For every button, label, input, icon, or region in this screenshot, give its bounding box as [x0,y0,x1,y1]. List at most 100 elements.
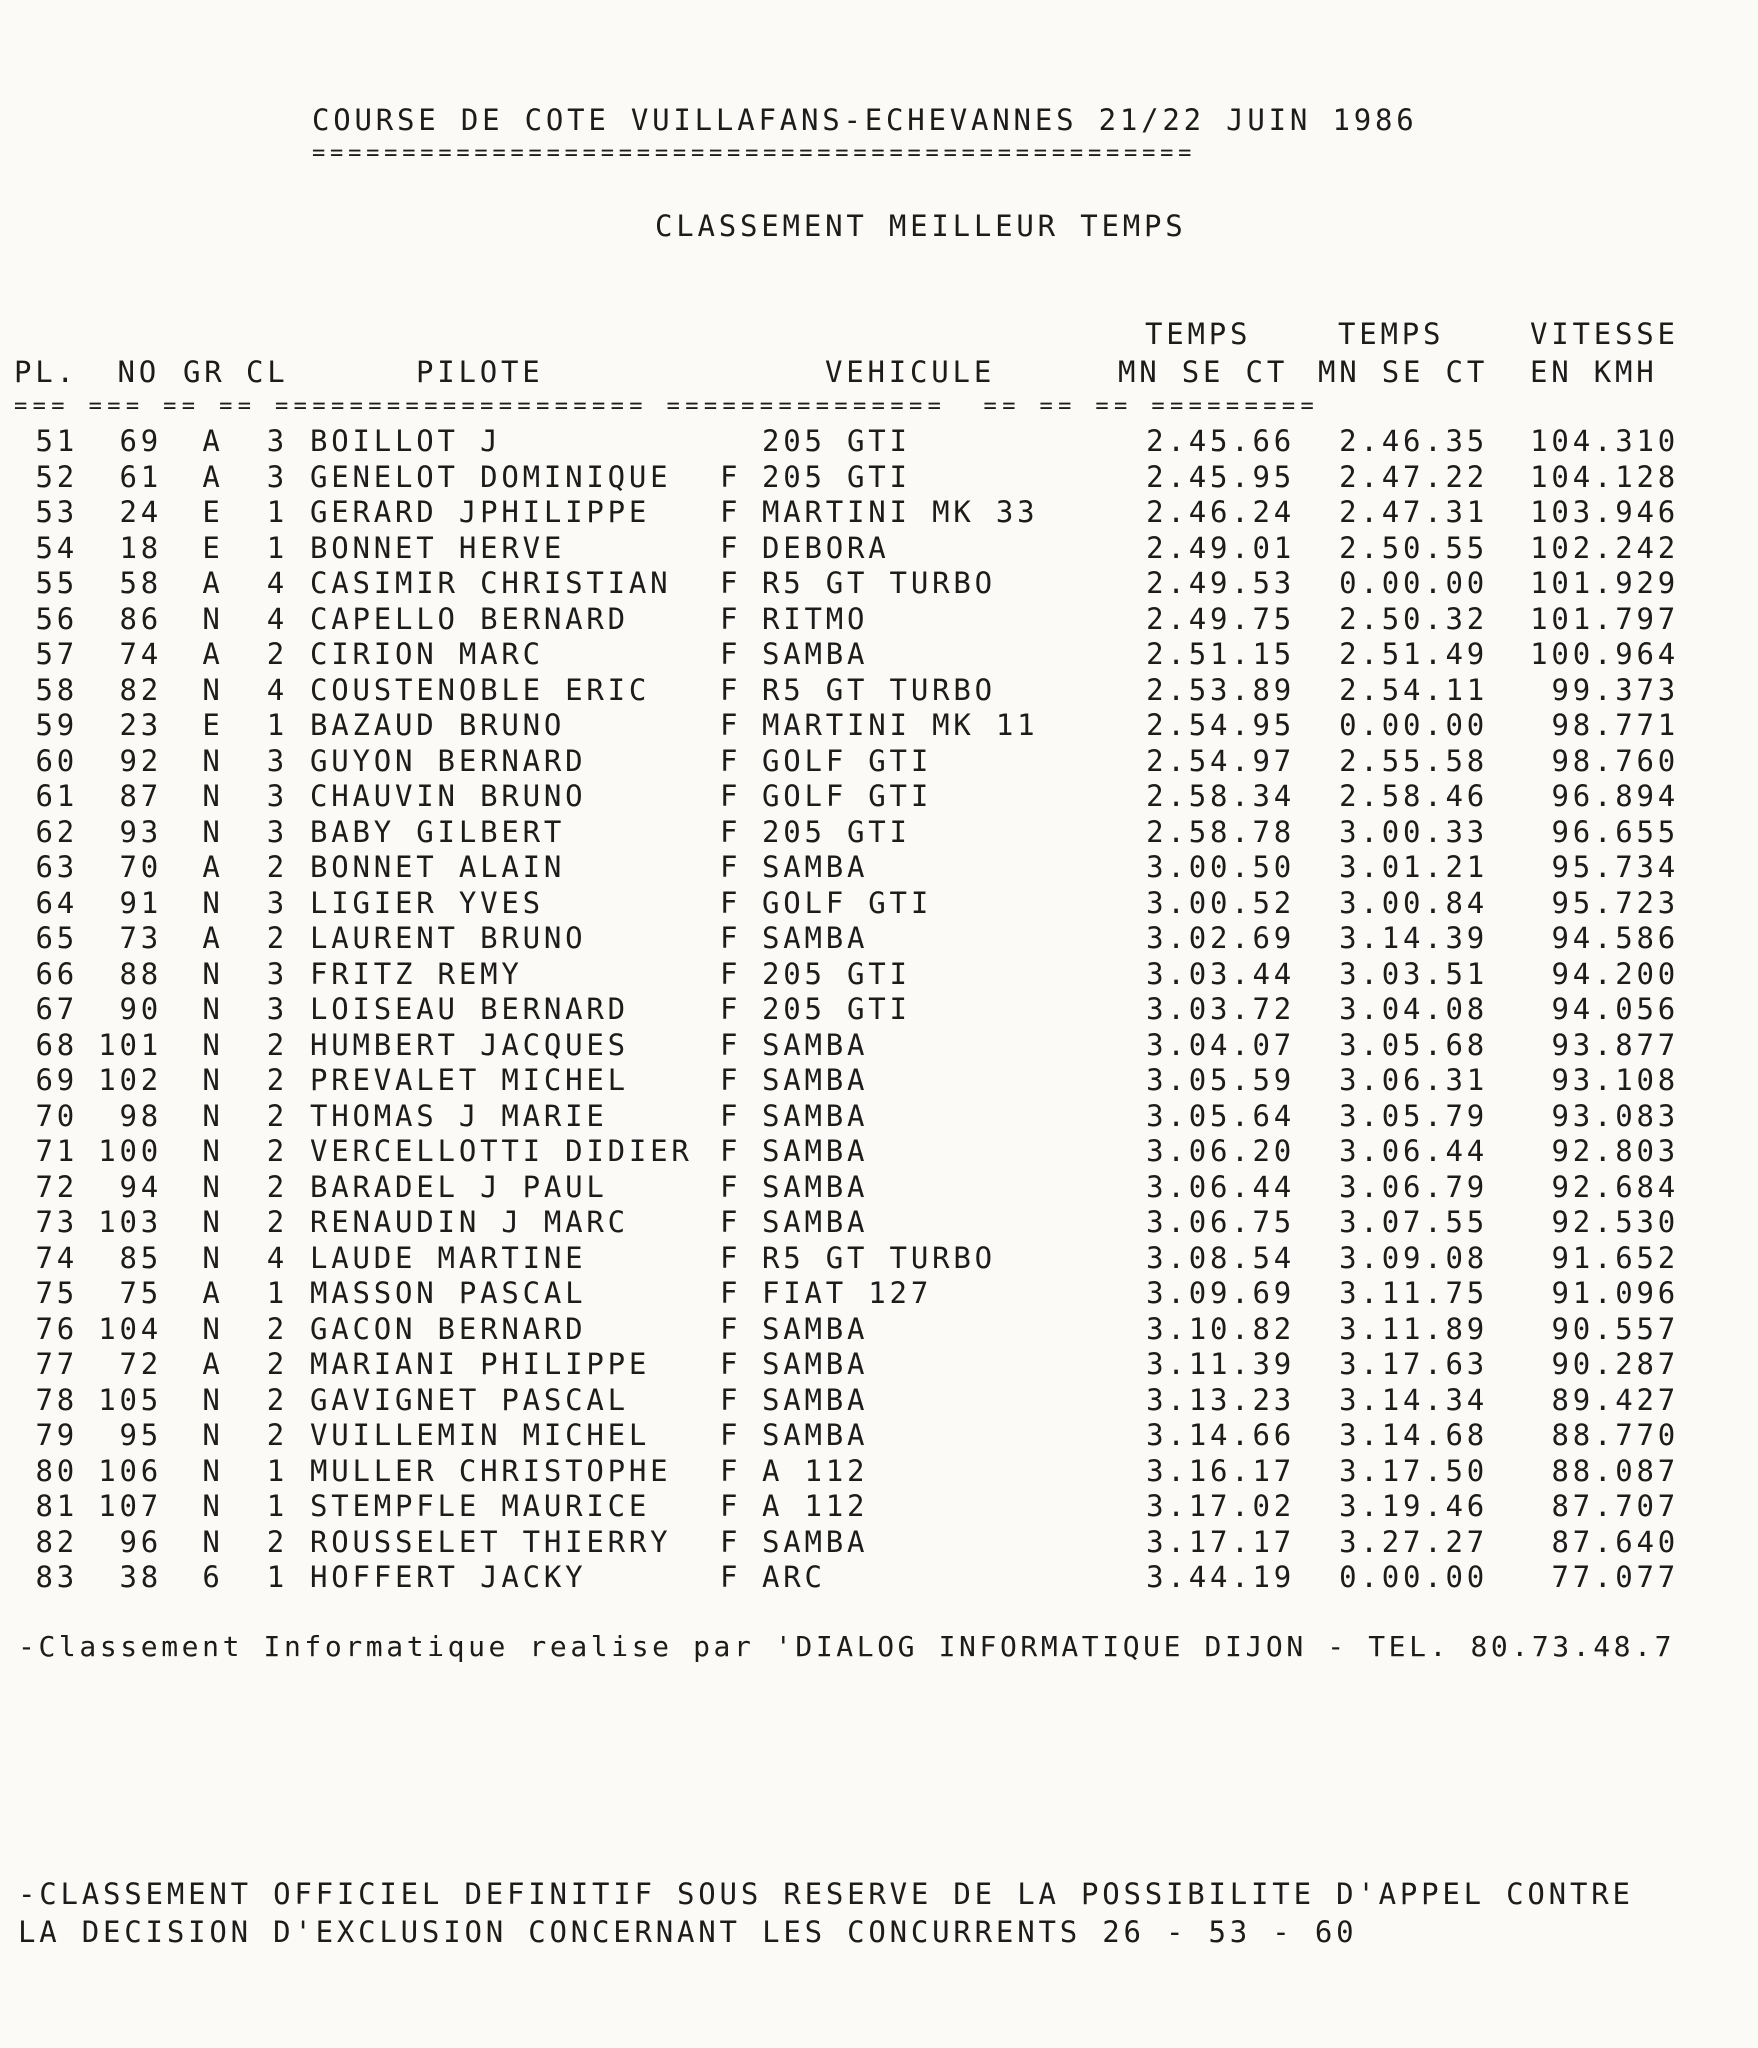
cell-vehicle: 205 GTI [762,459,911,494]
cell-speed: 87.707 [1551,1489,1679,1523]
cell-group: N [202,1418,224,1452]
cell-class: 3 [266,885,288,920]
cell-time2: 3.07.55 [1339,1205,1488,1239]
cell-group: A [202,424,224,458]
cell-class: 3 [266,814,288,849]
cell-group: A [202,850,224,884]
cell-nationality: F [720,566,742,600]
cell-group: N [202,743,224,778]
cell-class: 3 [266,424,288,458]
cell-time1: 3.02.69 [1146,921,1295,955]
cell-time1: 3.05.64 [1146,1098,1295,1133]
cell-time2: 2.54.11 [1339,672,1488,707]
cell-speed: 87.640 [1551,1524,1679,1559]
cell-nationality: F [720,495,742,529]
cell-class: 2 [266,850,288,884]
cell-vehicle: RITMO [762,601,869,636]
cell-group: 6 [202,1560,224,1594]
cell-class: 1 [266,1453,288,1488]
cell-number: 107 [98,1489,162,1523]
cell-nationality: F [720,956,742,991]
cell-time2: 3.05.68 [1339,1027,1488,1062]
cell-nationality: F [720,1276,742,1310]
cell-number: 96 [119,1524,162,1559]
cell-nationality: F [720,1453,742,1488]
cell-place: 56 [35,601,78,636]
cell-pilot: BABY GILBERT [310,814,566,849]
cell-group: N [202,1169,224,1204]
cell-pilot: RENAUDIN J MARC [310,1205,629,1239]
cell-pilot: BOILLOT J [310,424,502,458]
cell-vehicle: GOLF GTI [762,779,933,813]
cell-class: 2 [266,1169,288,1204]
header-temps2: TEMPS [1338,317,1445,351]
cell-nationality: F [720,459,742,494]
cell-time1: 2.49.53 [1146,566,1295,600]
header-rule: === === == == ==================== =====… [14,394,1320,419]
cell-vehicle: SAMBA [762,1311,869,1346]
cell-time1: 3.16.17 [1146,1453,1295,1488]
cell-vehicle: GOLF GTI [762,743,933,778]
cell-class: 2 [266,921,288,955]
cell-place: 71 [35,1134,78,1168]
cell-nationality: F [720,1489,742,1523]
cell-number: 102 [98,1063,162,1097]
cell-group: N [202,1063,224,1097]
cell-pilot: MASSON PASCAL [310,1276,587,1310]
cell-place: 72 [35,1169,78,1204]
cell-speed: 99.373 [1551,672,1679,707]
cell-nationality: F [720,601,742,636]
cell-vehicle: A 112 [762,1489,869,1523]
cell-place: 65 [35,921,78,955]
cell-vehicle: 205 GTI [762,814,911,849]
cell-speed: 93.108 [1551,1063,1679,1097]
cell-speed: 98.760 [1551,743,1679,778]
cell-class: 4 [266,566,288,600]
cell-time2: 0.00.00 [1339,1560,1488,1594]
cell-group: N [202,814,224,849]
cell-group: N [202,885,224,920]
cell-pilot: HUMBERT JACQUES [310,1027,629,1062]
cell-vehicle: MARTINI MK 33 [762,495,1039,529]
cell-group: A [202,637,224,671]
header-pl: PL. [14,355,78,389]
cell-pilot: THOMAS J MARIE [310,1098,608,1133]
cell-place: 57 [35,637,78,671]
cell-vehicle: SAMBA [762,1098,869,1133]
cell-nationality: F [720,921,742,955]
cell-pilot: GENELOT DOMINIQUE [310,459,672,494]
cell-time2: 0.00.00 [1339,708,1488,742]
cell-speed: 93.083 [1551,1098,1679,1133]
cell-nationality: F [720,672,742,707]
cell-number: 90 [119,992,162,1026]
cell-pilot: ROUSSELET THIERRY [310,1524,672,1559]
cell-number: 75 [119,1276,162,1310]
cell-time2: 3.06.31 [1339,1063,1488,1097]
cell-nationality: F [720,1560,742,1594]
cell-time1: 3.17.02 [1146,1489,1295,1523]
cell-vehicle: 205 GTI [762,992,911,1026]
cell-speed: 88.087 [1551,1453,1679,1488]
cell-time2: 3.05.79 [1339,1098,1488,1133]
cell-time1: 3.05.59 [1146,1063,1295,1097]
cell-speed: 92.684 [1551,1169,1679,1204]
cell-time2: 3.17.63 [1339,1347,1488,1381]
cell-vehicle: DEBORA [762,530,890,565]
cell-pilot: GAVIGNET PASCAL [310,1382,629,1417]
cell-pilot: MARIANI PHILIPPE [310,1347,651,1381]
cell-speed: 102.242 [1530,530,1679,565]
header-no: NO [117,355,160,389]
cell-vehicle: SAMBA [762,1418,869,1452]
cell-pilot: COUSTENOBLE ERIC [310,672,651,707]
cell-group: A [202,921,224,955]
cell-time2: 2.51.49 [1339,637,1488,671]
cell-nationality: F [720,1027,742,1062]
cell-vehicle: GOLF GTI [762,885,933,920]
cell-vehicle: FIAT 127 [762,1276,933,1310]
cell-place: 51 [35,424,78,458]
cell-nationality: F [720,992,742,1026]
cell-vehicle: SAMBA [762,1205,869,1239]
cell-time1: 3.00.52 [1146,885,1295,920]
cell-vehicle: SAMBA [762,1382,869,1417]
cell-pilot: BONNET HERVE [310,530,566,565]
